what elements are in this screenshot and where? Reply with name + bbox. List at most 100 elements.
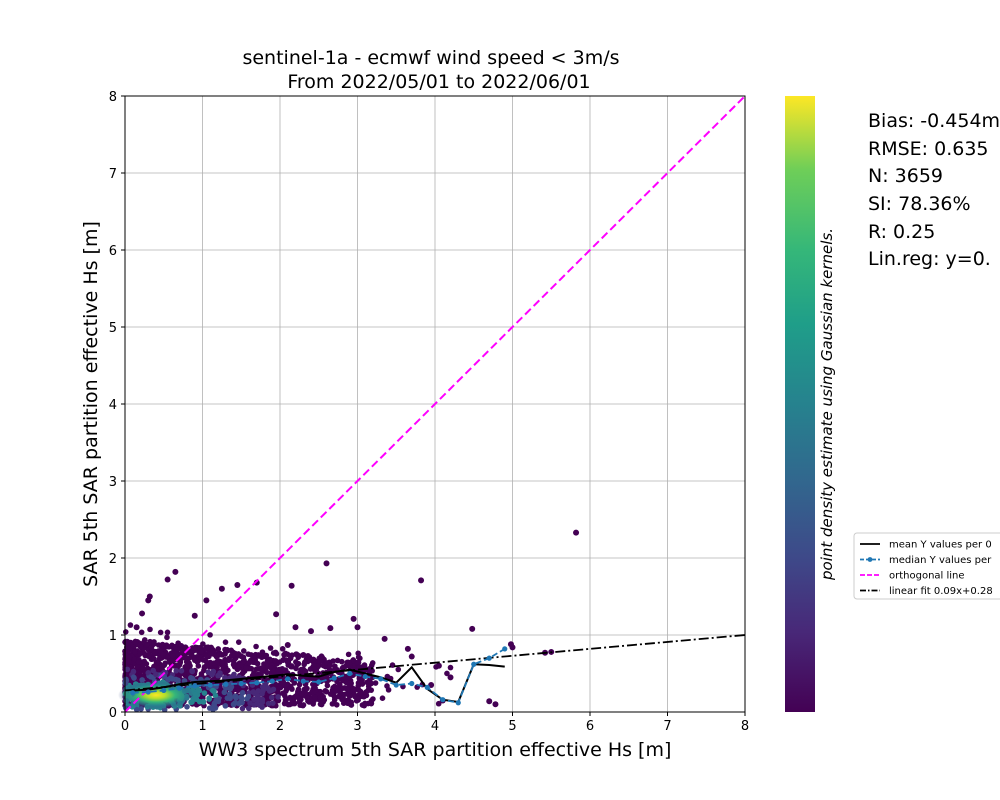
median-marker [269, 678, 275, 684]
scatter-point [184, 703, 190, 710]
scatter-point [209, 671, 215, 678]
scatter-outlier [288, 582, 295, 589]
scatter-outlier [418, 577, 425, 584]
scatter-point [135, 669, 142, 676]
scatter-outlier [323, 560, 330, 567]
scatter-point [210, 687, 216, 694]
scatter-point [243, 665, 250, 671]
colorbar-label: point density estimate using Gaussian ke… [818, 228, 836, 581]
scatter-point [235, 687, 241, 694]
x-tick-label: 4 [431, 719, 439, 734]
scatter-point [254, 693, 261, 700]
scatter-point [272, 658, 279, 664]
scatter-point [245, 693, 252, 700]
scatter-point [275, 694, 281, 700]
median-marker [145, 689, 151, 695]
scatter-point [178, 668, 185, 674]
median-marker [331, 675, 337, 681]
scatter-point [200, 641, 206, 647]
scatter-point [345, 651, 352, 658]
scatter-outlier [381, 635, 388, 642]
scatter-point [151, 649, 158, 656]
median-marker [254, 680, 260, 686]
density-hotspot [118, 681, 194, 710]
scatter-point [135, 659, 142, 665]
scatter-point [265, 700, 272, 707]
scatter-point [211, 702, 217, 708]
legend-label: orthogonal line [889, 571, 965, 582]
scatter-point [259, 696, 266, 703]
chart-title-line2: From 2022/05/01 to 2022/06/01 [287, 71, 590, 93]
scatter-point [219, 659, 225, 666]
scatter-point [355, 683, 362, 689]
scatter-point [222, 703, 229, 709]
scatter-point [357, 688, 364, 695]
scatter-point [221, 689, 228, 696]
chart-title-line1: sentinel-1a - ecmwf wind speed < 3m/s [242, 47, 619, 69]
scatter-point [311, 661, 317, 668]
scatter-point [259, 668, 265, 675]
scatter-point [300, 702, 306, 709]
scatter-point [336, 693, 342, 700]
scatter-point [224, 647, 231, 654]
scatter-point [196, 698, 203, 705]
scatter-point [183, 663, 190, 669]
median-marker [130, 690, 136, 696]
scatter-point [255, 653, 262, 659]
scatter-point [198, 648, 205, 655]
scatter-point [300, 651, 307, 658]
scatter-point [138, 629, 145, 636]
x-tick-label: 1 [198, 719, 206, 734]
stat-linreg: Lin.reg: y=0. [868, 248, 991, 270]
median-marker [223, 681, 229, 687]
x-tick-label: 0 [121, 719, 129, 734]
scatter-point [255, 688, 262, 694]
scatter-point [207, 651, 214, 657]
scatter-point [389, 662, 396, 668]
median-marker [455, 700, 461, 706]
x-tick-label: 3 [353, 719, 361, 734]
scatter-point [227, 695, 233, 702]
scatter-point [364, 688, 371, 694]
scatter-point [268, 694, 275, 701]
median-marker [424, 684, 430, 690]
scatter-outlier [354, 624, 361, 631]
scatter-point [189, 668, 196, 675]
scatter-point [251, 655, 257, 662]
scatter-outlier [234, 581, 241, 588]
median-marker [161, 687, 167, 694]
scatter-point [207, 632, 213, 638]
scatter-point [172, 643, 178, 650]
y-tick-label: 6 [109, 244, 117, 259]
median-marker [285, 676, 291, 682]
scatter-point [222, 639, 229, 645]
scatter-point [230, 661, 237, 668]
scatter-point [147, 626, 153, 633]
legend-marker [867, 557, 873, 562]
scatter-outlier [509, 644, 516, 651]
scatter-point [298, 690, 305, 697]
scatter-outlier [327, 625, 334, 632]
median-marker [347, 670, 353, 677]
y-tick-label: 0 [109, 706, 117, 721]
median-marker [393, 682, 399, 688]
median-marker [238, 680, 244, 687]
median-marker [440, 697, 446, 703]
y-tick-label: 7 [109, 167, 117, 182]
scatter-point [240, 648, 247, 654]
scatter-point [279, 646, 286, 652]
y-tick-label: 3 [109, 475, 117, 490]
scatter-point [165, 676, 172, 683]
scatter-point [146, 651, 153, 658]
y-tick-label: 4 [109, 398, 117, 413]
scatter-point [240, 658, 247, 665]
scatter-point [203, 658, 209, 665]
scatter-point [296, 681, 303, 688]
scatter-point [228, 674, 235, 680]
scatter-point [175, 677, 181, 684]
scatter-point [259, 649, 266, 655]
scatter-outlier [469, 625, 476, 632]
orthogonal-line [124, 95, 746, 713]
scatter-outlier [164, 576, 171, 583]
y-axis-label: SAR 5th SAR partition effective Hs [m] [80, 221, 102, 587]
